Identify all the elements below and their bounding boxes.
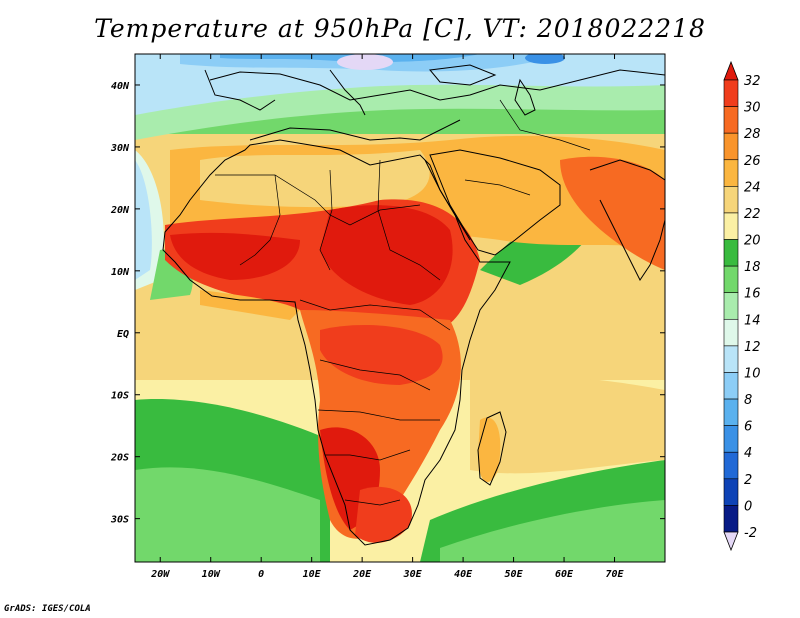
colorbar-box: [723, 451, 739, 480]
y-tick-label: 20S: [110, 453, 129, 464]
colorbar-box: [723, 372, 739, 400]
border-4: [377, 159, 441, 281]
map-title: Temperature at 950hPa [C], VT: 201802221…: [94, 14, 706, 43]
coastline-mediterranean-south: [249, 119, 461, 141]
colorbar-label: 30: [744, 101, 761, 116]
y-tick-label: 30S: [110, 515, 129, 526]
x-axis: 20W 10W 0 10E 20E 30E 40E 50E 60E 70E: [150, 54, 625, 580]
coastline-black-sea: [429, 64, 497, 86]
coastlines: [162, 64, 665, 546]
colorbar-label: 20: [744, 234, 761, 249]
field-madagascar-24: [478, 417, 501, 482]
colorbar-box: [723, 132, 739, 161]
border-2: [239, 174, 281, 266]
colorbar-label: 6: [744, 420, 752, 435]
border-6: [319, 359, 431, 391]
x-tick-label: 40E: [454, 569, 473, 580]
field-atlantic-12: [135, 160, 152, 280]
colorbar-label: 32: [744, 74, 761, 89]
grads-credit: GrADS: IGES/COLA: [4, 604, 91, 614]
colorbar-box: [723, 292, 739, 320]
field-india-28: [560, 156, 665, 270]
colorbar-bottom-arrow: [723, 531, 739, 552]
field-sahara-22: [200, 150, 430, 208]
border-10: [464, 179, 531, 196]
coastline-india: [589, 159, 665, 281]
coastline-red-sea: [424, 159, 471, 241]
border-8: [325, 449, 411, 461]
y-tick-label: 40N: [111, 81, 130, 92]
border-5: [299, 299, 451, 331]
colorbar-box: [723, 505, 739, 533]
y-tick-label: 20N: [110, 205, 130, 216]
colorbar-label: -2: [744, 526, 757, 541]
coastline-italy: [329, 69, 366, 116]
colorbar-label: 0: [744, 499, 752, 514]
colorbar-label: 14: [744, 313, 761, 328]
coastline-iberia: [204, 69, 276, 111]
colorbar-box: [723, 159, 739, 187]
y-tick-label: 10S: [111, 391, 129, 402]
field-congo-30: [320, 325, 443, 385]
colorbar-label: 24: [744, 180, 761, 195]
colorbar-label: 18: [744, 260, 761, 275]
x-tick-label: 50E: [505, 569, 524, 580]
temperature-field: [135, 54, 665, 562]
coastline-africa: [162, 139, 511, 546]
colorbar-label: 8: [744, 393, 752, 408]
field-north-band-12: [135, 54, 665, 115]
x-tick-label: 10W: [202, 569, 221, 580]
x-tick-label: 20W: [150, 569, 170, 580]
field-west-africa-32: [170, 232, 300, 280]
x-tick-label: 0: [258, 569, 264, 580]
colorbar-box: [723, 239, 739, 267]
field-south-atlantic-16: [135, 467, 320, 562]
x-tick-label: 10E: [303, 569, 322, 580]
y-axis: 40N 30N 20N 10N EQ 10S 20S 30S: [110, 81, 665, 526]
colorbar-label: 16: [744, 287, 761, 302]
field-sahel-32: [320, 205, 453, 305]
colorbar-box: [723, 186, 739, 214]
coastline-caspian: [514, 78, 536, 116]
colorbar-box: [723, 318, 739, 347]
field-cold-spot-east: [525, 54, 565, 64]
colorbar-box: [723, 345, 739, 373]
country-borders: [215, 99, 591, 506]
colorbar-label: 22: [744, 207, 761, 222]
colorbar-label: 28: [744, 127, 761, 142]
x-tick-label: 30E: [403, 569, 423, 580]
x-tick-label: 20E: [352, 569, 372, 580]
x-tick-label: 70E: [605, 569, 624, 580]
colorbar-box: [723, 398, 739, 426]
plot-frame: [134, 53, 666, 563]
colorbar-label: 26: [744, 154, 761, 169]
x-tick-label: 60E: [555, 569, 574, 580]
field-cold-spot: [337, 54, 393, 70]
colorbar-top-arrow: [723, 60, 739, 81]
coastline-arabia: [429, 149, 561, 256]
colorbar-box: [723, 265, 739, 294]
colorbar-label: 10: [744, 366, 761, 381]
colorbar-label: 12: [744, 340, 761, 355]
border-3: [319, 169, 333, 271]
coastline-europe: [209, 69, 665, 101]
colorbar-box: [723, 106, 739, 134]
y-tick-label: 30N: [110, 143, 130, 154]
coastline-madagascar: [477, 411, 507, 486]
border-9: [344, 499, 401, 506]
colorbar-label: 4: [744, 446, 752, 461]
border-11: [499, 99, 591, 151]
border-7: [317, 409, 440, 421]
y-tick-label: EQ: [117, 329, 129, 340]
colorbar-box: [723, 478, 739, 506]
y-tick-label: 10N: [111, 267, 130, 278]
colorbar-label: 2: [744, 473, 752, 488]
field-indian-22: [470, 375, 665, 474]
colorbar-box: [723, 212, 739, 240]
field-south-indian-16: [440, 500, 665, 562]
colorbar-box: [723, 79, 739, 107]
colorbar-box: [723, 425, 739, 453]
